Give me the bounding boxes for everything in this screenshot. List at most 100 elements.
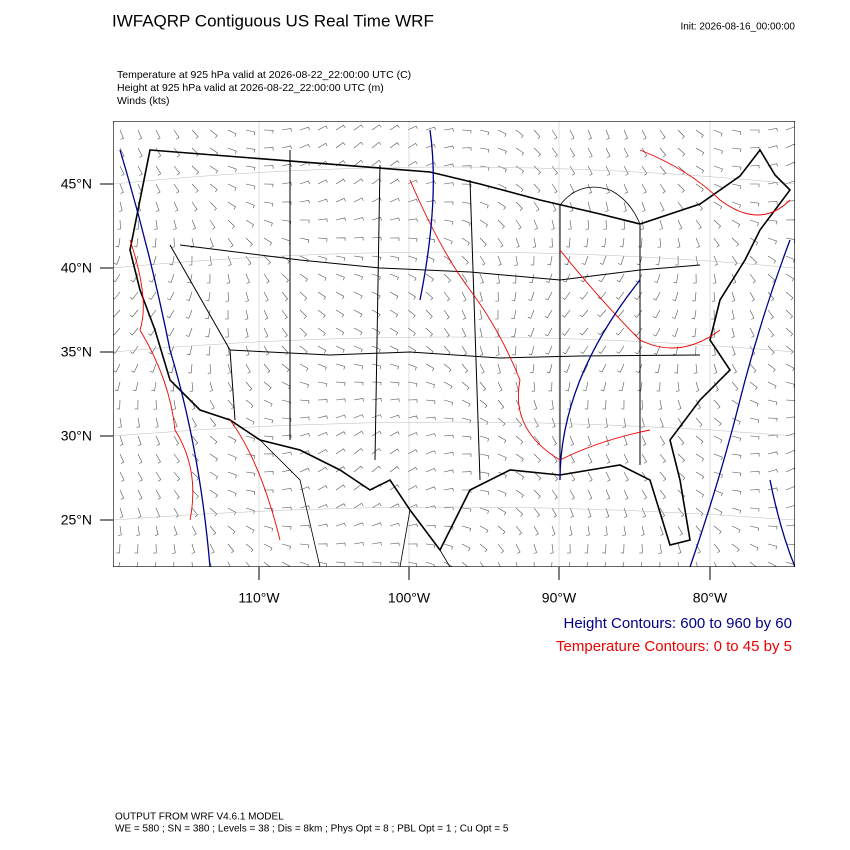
wind-barb [713,165,723,173]
wind-barb [389,345,399,353]
wind-barb [479,255,486,266]
wind-barb [371,542,382,546]
wind-barb [497,129,507,137]
wind-barb [245,453,256,459]
init-time: Init: 2026-08-16_00:00:00 [680,22,795,33]
wind-barb [443,163,454,168]
wind-barb [245,183,256,190]
wind-barb [425,126,436,131]
wind-barb [731,507,742,514]
wind-barb [263,129,274,134]
wind-barb [600,381,607,392]
wind-barb [245,273,250,284]
wind-barb [711,327,715,338]
wind-barb [749,255,758,265]
wind-barb [515,237,520,248]
wind-barb [371,124,382,131]
wind-barb [695,147,705,156]
wind-barb [527,309,535,319]
wind-barb [245,399,254,409]
wind-barb [443,451,454,456]
lon-label: 110°W [238,590,280,606]
wind-barb [245,489,256,495]
wind-barb [425,543,436,549]
wind-barb [767,163,778,167]
wind-barb [425,416,436,421]
wind-barb [695,453,705,462]
wind-barb [497,453,507,461]
wind-barb [425,468,436,473]
wind-barb [767,127,778,132]
wind-barb [617,255,625,265]
wind-barb [133,237,139,248]
wind-barb [713,507,723,516]
wind-barb [173,219,177,230]
wind-barb [461,273,468,284]
wind-barb [567,543,571,554]
wind-barb [623,507,628,518]
wind-barb [299,450,310,455]
wind-barb [407,218,418,222]
wind-barb [587,489,593,500]
wind-barb [599,363,607,373]
wind-barb [511,291,517,302]
wind-barb [281,561,291,567]
wind-barb [461,183,472,188]
wind-barb [425,561,435,567]
wind-barb [173,453,180,464]
wind-barb [623,165,629,176]
wind-barb [749,525,760,532]
wind-barb [587,435,592,446]
wind-barb [569,489,575,500]
wind-barb [263,381,272,391]
wind-barb [478,309,483,320]
wind-barb [172,543,176,554]
wind-barb [604,525,608,536]
wind-barb [767,327,775,338]
wind-barb [425,200,436,204]
wind-barb [154,219,158,230]
wind-barb [353,542,364,546]
wind-barb [191,219,196,230]
wind-barb [134,543,139,554]
wind-barb [136,525,140,536]
wind-barb [353,448,364,455]
wind-barb [533,471,542,481]
wind-barb [353,327,363,336]
wind-barb [135,219,140,230]
wind-barb [245,291,249,302]
wind-barb [245,165,256,171]
wind-barb [604,561,607,567]
wind-barb [245,345,250,356]
wind-barb [620,399,625,410]
wind-barb [749,237,759,246]
wind-barb [641,525,645,536]
field-label: Height at 925 hPa valid at 2026-08-22_22… [117,82,384,94]
wind-barb [407,523,418,528]
wind-barb [695,183,704,192]
wind-barb [672,291,679,301]
wind-barb [209,489,218,498]
wind-barb [317,415,328,419]
wind-barb [226,273,231,284]
wind-barb [353,255,364,261]
wind-barb [317,363,327,371]
wind-barb [597,309,607,318]
wind-barb [551,183,558,194]
wind-barb [515,183,524,193]
wind-barb [587,183,592,194]
wind-barb [155,489,161,500]
wind-barb [677,435,685,446]
wind-barb [544,327,553,337]
wind-barb [785,363,795,372]
wind-barb [185,309,193,319]
wind-barb [767,506,778,511]
wind-barb [767,451,778,455]
wind-barb [497,417,506,427]
wind-barb [317,504,328,509]
wind-barb [209,561,212,567]
wind-barb [749,489,760,493]
wind-barb [461,471,472,475]
wind-barb [185,327,193,337]
temperature-contours [129,149,791,541]
